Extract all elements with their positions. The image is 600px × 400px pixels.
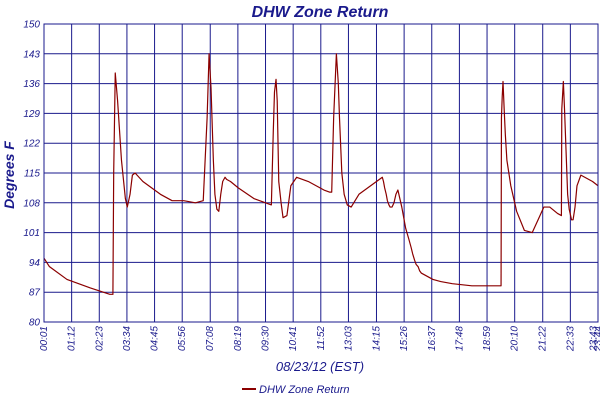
x-tick-label: 02:23 [94,326,105,351]
chart-title: DHW Zone Return [252,4,389,21]
x-tick-label: 20:10 [510,326,521,352]
x-axis-label: 08/23/12 (EST) [276,359,364,374]
x-tick-label: 08:19 [233,326,244,351]
x-tick-label: 03:34 [122,326,133,351]
x-tick-label: 18:59 [482,326,493,351]
y-tick-label: 136 [23,79,40,90]
x-tick-label: 16:37 [427,326,438,351]
grid [43,23,599,323]
plot-frame [43,23,599,323]
legend: DHW Zone Return [242,384,349,396]
x-tick-label: 23:44 [593,326,600,352]
x-tick-label: 04:45 [150,326,161,351]
y-tick-label: 87 [29,288,41,299]
x-tick-label: 11:52 [316,326,327,351]
y-tick-label: 94 [29,258,41,269]
y-tick-label: 108 [23,198,40,209]
y-tick-label: 143 [23,49,40,60]
x-tick-label: 17:48 [454,326,465,351]
x-tick-label: 22:33 [565,326,576,352]
y-axis-label: Degrees F [1,141,17,209]
x-tick-label: 00:01 [39,326,50,351]
y-tick-label: 122 [23,139,40,150]
x-tick-label: 23:43 [589,326,600,352]
x-tick-label: 21:22 [538,326,549,352]
y-axis-ticks: 80 87 94 101 108 115 122 129 136 143 150 [23,20,40,329]
legend-label: DHW Zone Return [259,384,349,396]
y-tick-label: 150 [23,20,40,31]
y-tick-label: 101 [23,228,40,239]
y-tick-label: 80 [29,318,41,329]
y-tick-label: 129 [23,109,40,120]
x-tick-label: 15:26 [399,326,410,351]
x-axis-ticks: 00:01 01:12 02:23 03:34 04:45 05:56 07:08 08:19… [39,326,600,352]
x-tick-label: 13:03 [343,326,354,351]
x-tick-label: 14:15 [371,326,382,351]
x-tick-label: 01:12 [67,326,78,351]
x-tick-label: 10:41 [288,326,299,351]
y-tick-label: 115 [24,169,40,180]
series-line-dhw-zone-return [43,53,599,295]
series-group [43,53,599,295]
x-tick-label: 09:30 [261,326,272,351]
x-tick-label: 05:56 [177,326,188,351]
x-tick-label: 07:08 [205,326,216,351]
